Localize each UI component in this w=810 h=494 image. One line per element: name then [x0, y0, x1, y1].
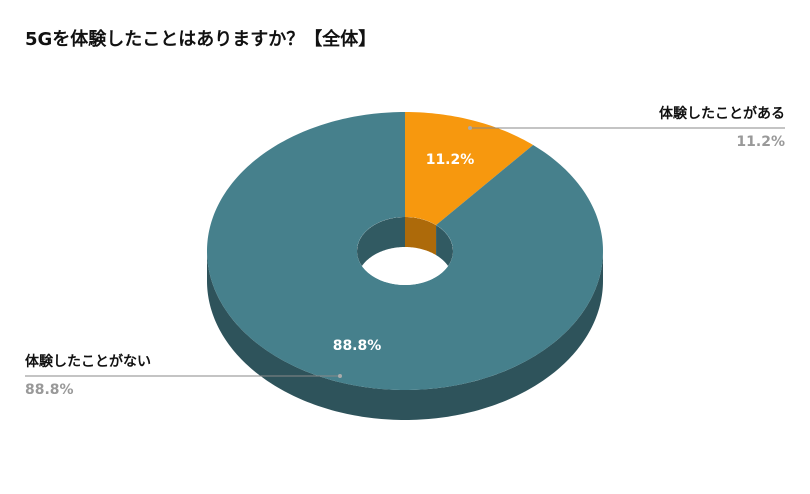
legend-label: 体験したことがある [659, 105, 785, 122]
hole-walls [357, 217, 453, 281]
chart-title: 5Gを体験したことはありますか？【全体】 [25, 28, 376, 50]
slice [405, 112, 534, 226]
slice [207, 112, 603, 390]
slice-inner-wall [357, 217, 405, 281]
data-label: 11.2% [426, 152, 475, 168]
legend-value: 11.2% [736, 134, 785, 150]
legend-value: 88.8% [25, 382, 74, 398]
legend-label: 体験したことがない [25, 353, 151, 370]
data-label: 88.8% [333, 338, 382, 354]
slice-side [207, 251, 603, 420]
leader-dot [468, 126, 472, 130]
slice-inner-wall [405, 217, 437, 256]
leader-dot [338, 374, 342, 378]
